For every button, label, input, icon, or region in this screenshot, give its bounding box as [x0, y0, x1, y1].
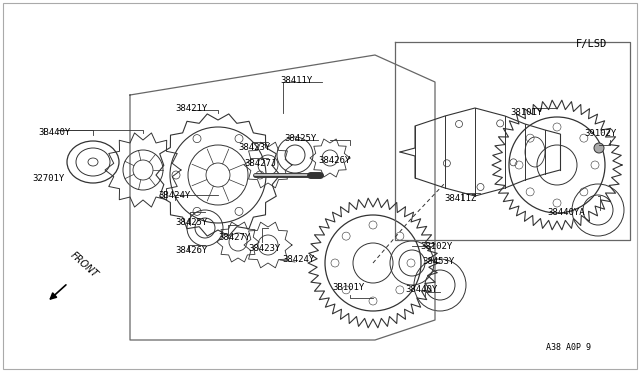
Text: 39102Y: 39102Y [584, 128, 616, 138]
Text: 3B440Y: 3B440Y [38, 128, 70, 137]
Text: 38453Y: 38453Y [422, 257, 454, 266]
Text: 38423Y: 38423Y [248, 244, 280, 253]
Text: 3B424Y: 3B424Y [158, 190, 190, 199]
Text: 38427J: 38427J [244, 158, 276, 167]
Text: 38411Y: 38411Y [280, 76, 312, 84]
Text: 38411Z: 38411Z [444, 193, 476, 202]
Text: 38424Y: 38424Y [282, 256, 314, 264]
Text: FRONT: FRONT [68, 250, 99, 280]
Text: 38426Y: 38426Y [318, 155, 350, 164]
Text: F/LSD: F/LSD [576, 39, 607, 49]
Text: 38425Y: 38425Y [284, 134, 316, 142]
Text: 38427Y: 38427Y [218, 232, 250, 241]
Text: 32701Y: 32701Y [32, 173, 64, 183]
Text: 38101Y: 38101Y [510, 108, 542, 116]
Text: 38421Y: 38421Y [175, 103, 207, 112]
Text: 38102Y: 38102Y [420, 241, 452, 250]
Text: A38 A0P 9: A38 A0P 9 [546, 343, 591, 352]
Text: 38423Y: 38423Y [238, 142, 270, 151]
Circle shape [594, 143, 604, 153]
Text: 38440YA: 38440YA [547, 208, 584, 217]
Text: 38440Y: 38440Y [405, 285, 437, 295]
Text: 3B101Y: 3B101Y [332, 283, 364, 292]
Text: 38425Y: 38425Y [175, 218, 207, 227]
Text: 38426Y: 38426Y [175, 246, 207, 254]
